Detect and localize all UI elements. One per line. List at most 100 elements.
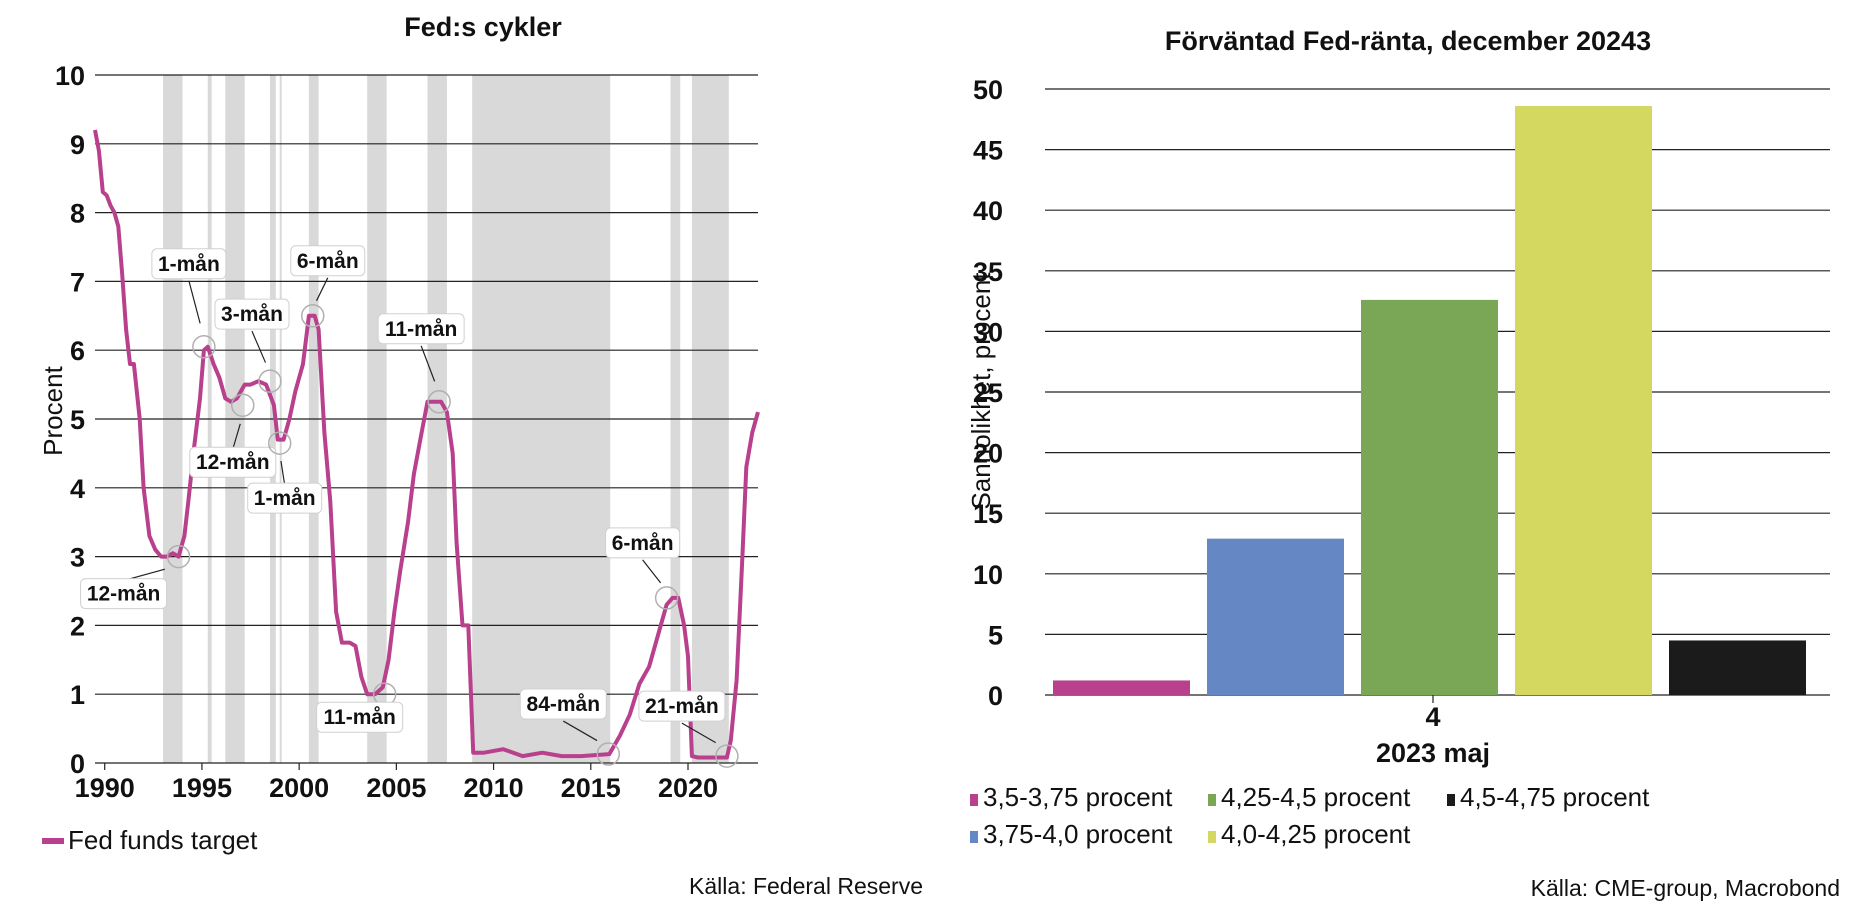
annotation-marker: [166, 544, 191, 569]
x-tick-label: 1995: [172, 773, 232, 803]
annotation-label: 1-mån: [254, 487, 316, 510]
annotation-leader: [420, 345, 436, 382]
left-gridlines: [95, 74, 758, 764]
legend-label: 4,0-4,25 procent: [1221, 819, 1411, 849]
right-y-axis-label: Sannolikhet, procent: [966, 272, 996, 510]
legend-swatch: [1208, 794, 1216, 806]
expectation-title: Förväntad Fed-ränta, december 20243: [1165, 26, 1651, 56]
category-label-secondary: 2023 maj: [1376, 738, 1490, 768]
annotation-leader: [188, 280, 201, 324]
cycle-annotation: 12-mån: [189, 393, 277, 478]
legend-swatch: [970, 794, 978, 806]
left-legend-label: Fed funds target: [68, 825, 258, 855]
probability-bar: [1207, 538, 1344, 695]
fed-funds-series: [93, 129, 760, 760]
left-y-axis-label: Procent: [38, 365, 68, 455]
legend-swatch: [970, 831, 978, 843]
left-y-ticks: 0 1 2 3 4 5 6 7 8 9 10: [55, 61, 85, 779]
annotation-label: 21-mån: [645, 695, 719, 718]
annotation-box: [519, 688, 607, 720]
y-tick-label: 50: [973, 75, 1003, 105]
legend-entry: 4,5-4,75 procent: [1447, 782, 1650, 812]
annotation-marker: [258, 369, 282, 393]
x-tick-label: 2000: [269, 773, 329, 803]
legend-swatch: [1447, 794, 1455, 806]
annotation-box: [316, 701, 404, 733]
y-tick-label: 10: [55, 61, 85, 91]
y-tick-label: 10: [973, 560, 1003, 590]
cycle-annotation: 6-mån: [605, 527, 681, 610]
annotation-box: [605, 527, 681, 559]
annotation-box: [247, 482, 323, 514]
y-tick-label: 1: [70, 680, 85, 710]
legend-label: 4,25-4,5 procent: [1221, 782, 1411, 812]
category-label-primary: 4: [1425, 702, 1440, 732]
annotation-marker: [301, 304, 325, 328]
cycle-annotation: 11-mån: [377, 313, 465, 414]
annotation-box: [214, 298, 290, 330]
annotation-box: [290, 245, 366, 277]
annotation-box: [80, 578, 168, 610]
annotation-marker: [192, 335, 216, 359]
fed-rate-expectation-chart: Förväntad Fed-ränta, december 20243 0 5 10…: [966, 26, 1840, 901]
y-tick-label: 0: [988, 681, 1003, 711]
y-tick-label: 0: [70, 749, 85, 779]
probability-bar: [1669, 640, 1806, 695]
y-tick-label: 7: [70, 267, 85, 297]
annotation-leader: [562, 720, 598, 742]
y-tick-label: 40: [973, 196, 1003, 226]
annotation-leader: [681, 722, 716, 744]
legend-entry: 4,0-4,25 procent: [1208, 819, 1411, 849]
legend-label: 4,5-4,75 procent: [1460, 782, 1650, 812]
cycle-annotation: 1-mån: [151, 248, 227, 359]
annotation-marker: [231, 393, 255, 417]
left-x-ticks: 1990 1995 2000 2005 2010 2015 2020: [75, 763, 718, 803]
cycle-annotation: 11-mån: [316, 682, 404, 733]
right-legend: 3,5-3,75 procent 3,75-4,0 procent 4,25-4,5…: [970, 782, 1650, 849]
y-tick-label: 25: [973, 378, 1003, 408]
x-tick-label: 2010: [464, 773, 524, 803]
probability-bars: [1053, 105, 1806, 695]
annotation-label: 12-mån: [196, 451, 270, 474]
x-tick-label: 2020: [658, 773, 718, 803]
annotation-label: 6-mån: [612, 532, 674, 555]
fed-cycles-chart: Fed:s cykler 0 1 2 3 4 5 6 7 8 9 10 1990 1995 2000 20…: [38, 12, 923, 899]
annotation-marker: [427, 390, 451, 414]
legend-entry: 3,75-4,0 procent: [970, 819, 1173, 849]
annotation-box: [638, 690, 726, 722]
cycle-annotation: 1-mån: [247, 431, 323, 514]
probability-bar: [1053, 680, 1190, 695]
cycle-annotations: 12-mån 1-mån 12-mån 3-mån 1-mån 6-mån 11-mån 11…: [80, 245, 739, 768]
annotation-label: 11-mån: [385, 318, 457, 341]
y-tick-label: 5: [70, 405, 85, 435]
cycle-annotation: 3-mån: [214, 298, 290, 393]
annotation-box: [377, 313, 465, 345]
left-source: Källa: Federal Reserve: [689, 873, 923, 899]
annotation-label: 84-mån: [527, 693, 601, 716]
annotation-label: 12-mån: [87, 583, 161, 606]
y-tick-label: 20: [973, 439, 1003, 469]
legend-entry: 4,25-4,5 procent: [1208, 782, 1411, 812]
right-y-ticks: 0 5 10 15 20 25 30 35 40 45 50: [973, 75, 1003, 711]
annotation-label: 11-mån: [324, 706, 396, 729]
y-tick-label: 35: [973, 257, 1003, 287]
annotation-label: 6-mån: [297, 250, 359, 273]
annotation-box: [151, 248, 227, 280]
y-tick-label: 30: [973, 317, 1003, 347]
annotation-leader: [232, 423, 241, 450]
x-tick-label: 1990: [75, 773, 135, 803]
annotation-marker: [654, 586, 679, 610]
annotation-label: 3-mån: [221, 303, 283, 326]
right-source: Källa: CME-group, Macrobond: [1531, 875, 1840, 901]
legend-label: 3,5-3,75 procent: [983, 782, 1173, 812]
x-tick-label: 2005: [366, 773, 426, 803]
probability-bar: [1515, 105, 1652, 695]
y-tick-label: 9: [70, 130, 85, 160]
left-legend: Fed funds target: [42, 825, 258, 855]
cycle-annotation: 21-mån: [638, 690, 739, 768]
annotation-leader: [642, 559, 662, 584]
annotation-leader: [280, 460, 286, 486]
cycle-annotation: 12-mån: [80, 544, 191, 610]
legend-label: 3,75-4,0 procent: [983, 819, 1173, 849]
